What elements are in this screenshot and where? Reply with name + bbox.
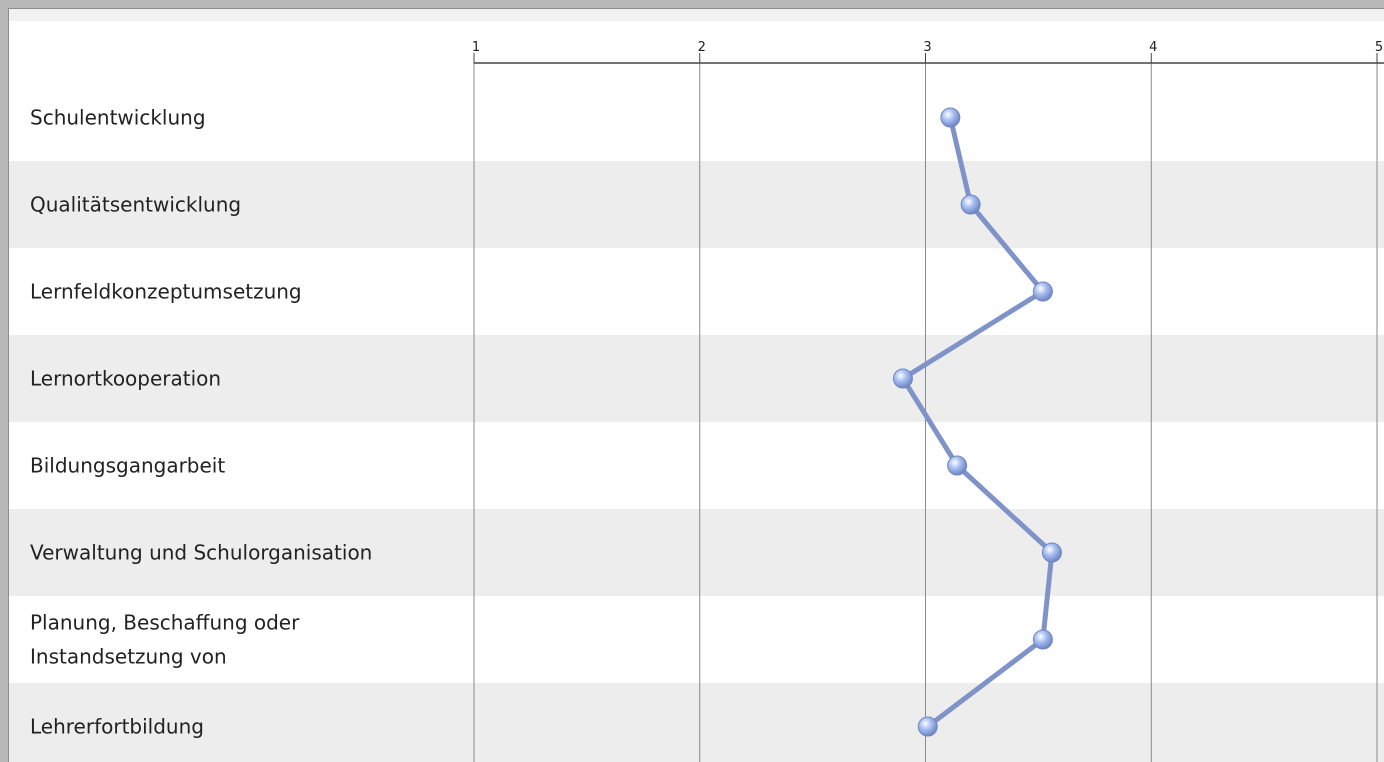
data-point[interactable] [1041, 542, 1062, 563]
category-label: Verwaltung und Schulorganisation [30, 541, 372, 565]
row-stripe [9, 683, 1384, 762]
data-point[interactable] [947, 455, 968, 476]
data-point[interactable] [917, 716, 938, 737]
series-line [900, 116, 1055, 729]
category-label: Qualitätsentwicklung [30, 193, 241, 217]
row-stripe [9, 161, 1384, 248]
data-point[interactable] [892, 368, 913, 389]
x-tick-label: 2 [698, 40, 706, 55]
x-tick-label: 1 [472, 40, 480, 55]
row-labels: Schulentwicklung Qualitätsentwicklung Lern… [30, 106, 372, 739]
data-point[interactable] [960, 194, 981, 215]
category-label: Lehrerfortbildung [30, 715, 204, 739]
series-markers [892, 107, 1062, 737]
category-label: Lernortkooperation [30, 367, 221, 391]
chart-panel: 1 2 3 4 5 Schulentwicklung Qualitätsentwicklu… [8, 8, 1384, 762]
x-axis: 1 2 3 4 5 [472, 40, 1384, 64]
category-label: Schulentwicklung [30, 106, 206, 130]
profile-chart: 1 2 3 4 5 Schulentwicklung Qualitätsentwicklu… [9, 40, 1384, 762]
data-point[interactable] [1032, 629, 1053, 650]
row-stripe [9, 335, 1384, 422]
row-stripes [9, 161, 1384, 762]
top-strip [9, 9, 1384, 21]
x-tick-label: 5 [1375, 40, 1383, 55]
row-stripe [9, 509, 1384, 596]
category-label: Planung, Beschaffung oder [30, 611, 300, 635]
x-tick-label: 4 [1149, 40, 1157, 55]
category-label: Lernfeldkonzeptumsetzung [30, 280, 302, 304]
category-label: Bildungsgangarbeit [30, 454, 225, 478]
category-label: Instandsetzung von [30, 645, 227, 669]
data-point[interactable] [940, 107, 961, 128]
x-tick-label: 3 [923, 40, 931, 55]
series-line-path [900, 116, 1055, 729]
data-point[interactable] [1032, 281, 1053, 302]
